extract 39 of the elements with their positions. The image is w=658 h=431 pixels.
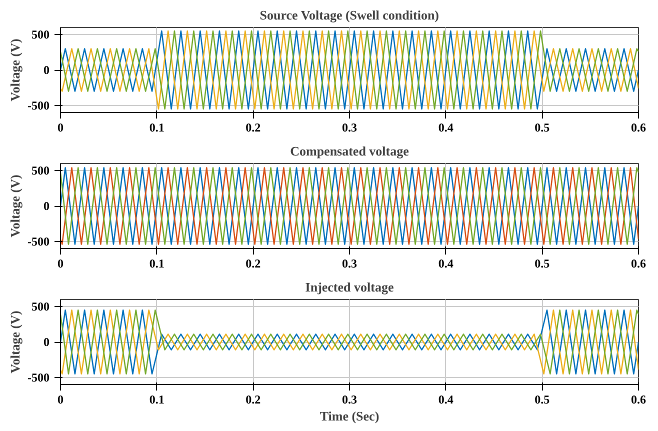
y-tick-label: 500 — [32, 28, 50, 42]
x-tick-label: 0.5 — [534, 256, 550, 270]
chart-title: Source Voltage (Swell condition) — [260, 8, 440, 22]
x-tick-label: 0.5 — [534, 392, 550, 406]
x-tick-label: 0.2 — [246, 256, 261, 270]
x-tick-label: 0.4 — [438, 120, 454, 134]
y-axis-title: Voltage (V) — [8, 174, 23, 238]
x-tick-label: 0.3 — [342, 392, 357, 406]
y-tick-label: -500 — [28, 98, 50, 112]
x-tick-label: 0.6 — [631, 256, 646, 270]
x-tick-label: 0.5 — [534, 120, 550, 134]
y-axis-title: Voltage (V) — [8, 310, 23, 374]
line-series — [60, 30, 638, 110]
x-tick-label: 0 — [58, 392, 64, 406]
chart-title: Injected voltage — [305, 280, 394, 294]
chart-title: Compensated voltage — [290, 144, 410, 158]
y-tick-label: -500 — [28, 234, 50, 248]
y-tick-label: 0 — [44, 199, 50, 213]
x-tick-label: 0.4 — [438, 392, 454, 406]
x-tick-label: 0.4 — [438, 256, 454, 270]
y-axis-title: Voltage (V) — [8, 38, 23, 102]
x-tick-label: 0.3 — [342, 120, 357, 134]
x-tick-label: 0 — [58, 256, 64, 270]
line-series — [60, 309, 638, 375]
y-tick-label: -500 — [28, 370, 50, 384]
x-tick-label: 0.2 — [246, 392, 261, 406]
x-tick-label: 0.6 — [631, 120, 646, 134]
x-tick-label: 0.1 — [149, 256, 164, 270]
x-tick-label: 0.1 — [149, 392, 164, 406]
x-tick-label: 0.1 — [149, 120, 164, 134]
x-tick-label: 0 — [58, 120, 64, 134]
y-tick-label: 0 — [44, 63, 50, 77]
y-tick-label: 500 — [32, 300, 50, 314]
x-tick-label: 0.3 — [342, 256, 357, 270]
x-axis-title: Time (Sec) — [320, 408, 380, 424]
y-tick-label: 0 — [44, 335, 50, 349]
x-tick-label: 0.6 — [631, 392, 646, 406]
y-tick-label: 500 — [32, 164, 50, 178]
x-tick-label: 0.2 — [246, 120, 261, 134]
